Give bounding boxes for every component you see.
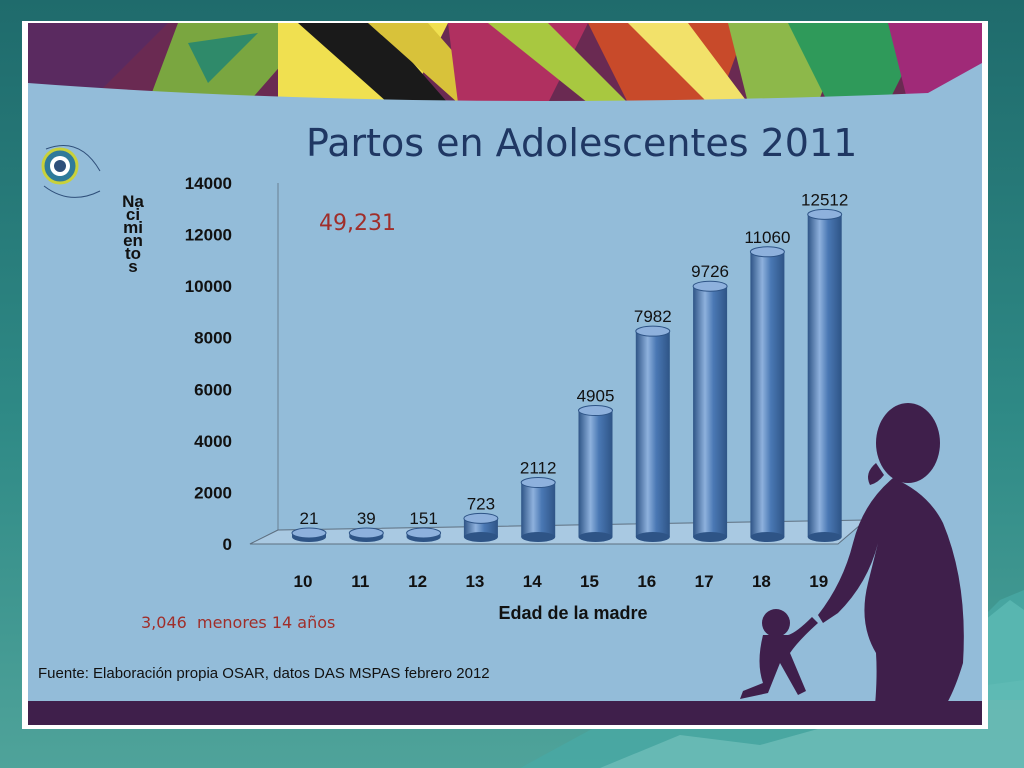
bar [521, 482, 556, 537]
x-tick-label: 13 [465, 572, 484, 591]
data-label: 11060 [744, 228, 790, 247]
data-label: 151 [409, 509, 437, 528]
bar-top [348, 527, 384, 539]
x-tick-label: 14 [523, 572, 542, 591]
y-tick-label: 6000 [194, 380, 232, 399]
y-tick-label: 12000 [185, 226, 232, 245]
y-tick-label: 10000 [185, 277, 232, 296]
y-tick-label: 14000 [185, 174, 232, 193]
y-axis-label: Nacimientos [122, 192, 144, 276]
data-label: 39 [357, 509, 376, 528]
bar-base [635, 532, 670, 542]
bar [693, 286, 728, 537]
x-tick-label: 11 [351, 572, 369, 591]
x-tick-label: 16 [637, 572, 656, 591]
y-tick-label: 2000 [194, 483, 232, 502]
y-tick-label: 0 [223, 535, 232, 554]
bar-top [578, 405, 613, 417]
x-tick-label: 17 [695, 572, 714, 591]
data-label: 4905 [577, 387, 615, 406]
y-tick-label: 4000 [194, 432, 232, 451]
data-label: 2112 [520, 459, 557, 478]
bar [635, 331, 670, 537]
page-title: Partos en Adolescentes 2011 [306, 121, 858, 165]
data-label: 12512 [801, 190, 848, 209]
bar-top [635, 325, 671, 337]
osar-logo [41, 145, 101, 198]
bar-base [521, 532, 556, 542]
total-births-label: 49,231 [319, 211, 396, 236]
bar-base [750, 532, 785, 542]
slide-canvas: Partos en Adolescentes 2011 49,231 Nacim… [28, 23, 982, 725]
bottom-bar [28, 701, 982, 725]
under-14-label: 3,046 menores 14 años [141, 613, 336, 632]
x-tick-label: 10 [294, 572, 313, 591]
bar-chart: 0 2000 4000 6000 8000 10000 12000 14000 21 10 39 11… [185, 174, 868, 623]
bar-base [578, 532, 613, 542]
data-label: 723 [467, 494, 495, 513]
bar-base [807, 532, 842, 542]
x-tick-label: 18 [752, 572, 771, 591]
bar-base [463, 532, 498, 542]
bar-top [291, 527, 327, 539]
bar [750, 251, 785, 537]
bar-top [406, 527, 442, 539]
decorative-banner [28, 23, 982, 103]
bar-top [807, 208, 843, 220]
bar [578, 410, 613, 537]
x-tick-label: 15 [580, 572, 599, 591]
data-label: 7982 [634, 307, 672, 326]
bar-top [520, 477, 556, 489]
bar-top [463, 512, 499, 524]
data-label: 9726 [691, 262, 729, 281]
slide-frame: Partos en Adolescentes 2011 49,231 Nacim… [22, 21, 988, 729]
bar-top [692, 280, 728, 292]
bar [807, 214, 842, 537]
x-axis-label: Edad de la madre [498, 603, 647, 623]
data-label: 21 [300, 509, 319, 528]
bar-base [693, 532, 728, 542]
x-tick-label: 19 [809, 572, 828, 591]
y-tick-label: 8000 [194, 329, 232, 348]
x-tick-label: 12 [408, 572, 427, 591]
bar-top [749, 246, 785, 258]
source-note: Fuente: Elaboración propia OSAR, datos D… [38, 665, 490, 682]
